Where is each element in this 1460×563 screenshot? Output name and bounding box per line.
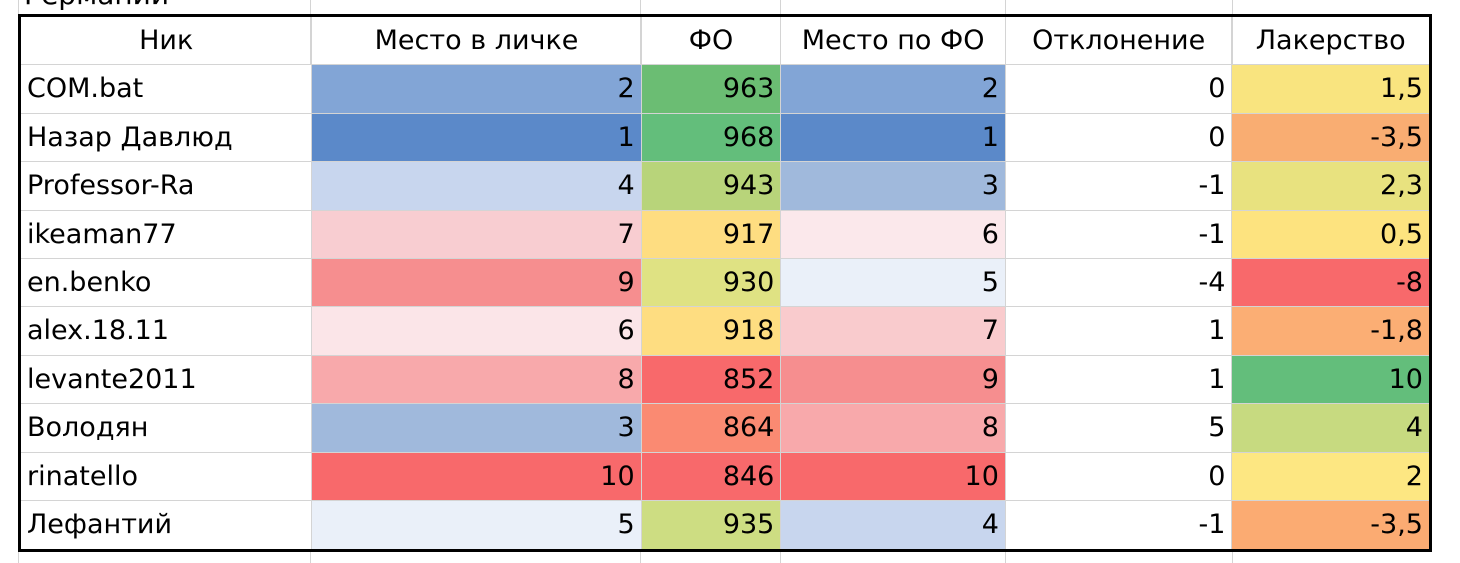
value-cell: 935: [641, 500, 782, 550]
value-cell: 918: [641, 307, 782, 356]
header-row: Ник Место в личке ФО Место по ФО Отклонение Л…: [21, 17, 1429, 66]
table-row: Володян 3 864 8 5 4: [21, 404, 1429, 453]
name-cell: Володян: [21, 404, 313, 453]
value-cell: 846: [641, 452, 782, 501]
value-cell: -3,5: [1232, 113, 1429, 163]
value-cell: 6: [781, 210, 1006, 259]
header-cell: Место по ФО: [781, 17, 1006, 66]
value-cell: 4: [1232, 404, 1429, 453]
value-cell: 9: [781, 355, 1006, 405]
header-cell: Отклонение: [1005, 17, 1233, 66]
value-cell: 0,5: [1232, 210, 1429, 259]
table-row: Назар Давлюд 1 968 1 0 -3,5: [21, 113, 1429, 163]
table-row: Professor-Ra 4 943 3 -1 2,3: [21, 162, 1429, 211]
name-cell: Professor-Ra: [21, 162, 313, 211]
header-cell: Ник: [21, 17, 313, 66]
value-cell: 0: [1005, 65, 1233, 114]
table: Ник Место в личке ФО Место по ФО Отклонение Л…: [18, 14, 1432, 553]
value-cell: 8: [781, 404, 1006, 453]
value-cell: 968: [641, 113, 782, 163]
value-cell: -4: [1005, 258, 1233, 308]
value-cell: -1,8: [1232, 307, 1429, 356]
table-row: Лефантий 5 935 4 -1 -3,5: [21, 500, 1429, 550]
value-cell: 5: [312, 500, 642, 550]
value-cell: 0: [1005, 452, 1233, 501]
name-cell: rinatello: [21, 452, 313, 501]
value-cell: 852: [641, 355, 782, 405]
value-cell: 7: [781, 307, 1006, 356]
value-cell: 10: [312, 452, 642, 501]
value-cell: 10: [1232, 355, 1429, 405]
value-cell: 3: [312, 404, 642, 453]
value-cell: 1: [312, 113, 642, 163]
value-cell: 2: [1232, 452, 1429, 501]
table-row: COM.bat 2 963 2 0 1,5: [21, 65, 1429, 114]
value-cell: 917: [641, 210, 782, 259]
header-cell: Лакерство: [1232, 17, 1429, 66]
name-cell: COM.bat: [21, 65, 313, 114]
value-cell: 10: [781, 452, 1006, 501]
value-cell: 0: [1005, 113, 1233, 163]
value-cell: -8: [1232, 258, 1429, 308]
value-cell: 1: [781, 113, 1006, 163]
value-cell: 5: [1005, 404, 1233, 453]
value-cell: 930: [641, 258, 782, 308]
table-row: levante2011 8 852 9 1 10: [21, 355, 1429, 405]
value-cell: 2: [312, 65, 642, 114]
value-cell: 4: [781, 500, 1006, 550]
value-cell: 8: [312, 355, 642, 405]
value-cell: 6: [312, 307, 642, 356]
value-cell: 4: [312, 162, 642, 211]
title: Германии: [24, 0, 169, 11]
table-row: rinatello 10 846 10 0 2: [21, 452, 1429, 501]
value-cell: 1: [1005, 355, 1233, 405]
name-cell: Лефантий: [21, 500, 313, 550]
value-cell: 9: [312, 258, 642, 308]
value-cell: 3: [781, 162, 1006, 211]
name-cell: levante2011: [21, 355, 313, 405]
table-row: en.benko 9 930 5 -4 -8: [21, 258, 1429, 308]
value-cell: 5: [781, 258, 1006, 308]
value-cell: 864: [641, 404, 782, 453]
value-cell: 963: [641, 65, 782, 114]
value-cell: 7: [312, 210, 642, 259]
name-cell: Назар Давлюд: [21, 113, 313, 163]
value-cell: -1: [1005, 162, 1233, 211]
header-cell: ФО: [641, 17, 782, 66]
value-cell: 2,3: [1232, 162, 1429, 211]
value-cell: 1: [1005, 307, 1233, 356]
name-cell: en.benko: [21, 258, 313, 308]
value-cell: -1: [1005, 500, 1233, 550]
table-row: alex.18.11 6 918 7 1 -1,8: [21, 307, 1429, 356]
table-row: ikeaman77 7 917 6 -1 0,5: [21, 210, 1429, 259]
value-cell: -3,5: [1232, 500, 1429, 550]
name-cell: ikeaman77: [21, 210, 313, 259]
value-cell: 2: [781, 65, 1006, 114]
name-cell: alex.18.11: [21, 307, 313, 356]
header-cell: Место в личке: [312, 17, 642, 66]
value-cell: -1: [1005, 210, 1233, 259]
value-cell: 943: [641, 162, 782, 211]
value-cell: 1,5: [1232, 65, 1429, 114]
